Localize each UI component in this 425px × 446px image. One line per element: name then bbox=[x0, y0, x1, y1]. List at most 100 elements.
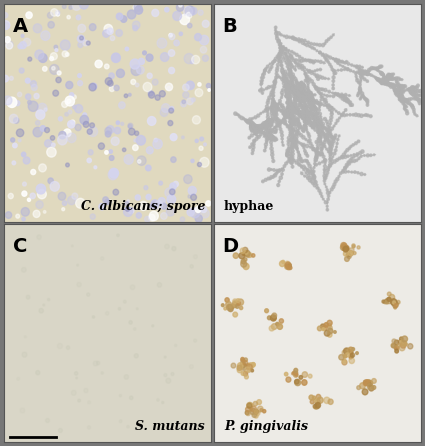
Circle shape bbox=[22, 268, 26, 272]
Circle shape bbox=[356, 71, 358, 73]
Circle shape bbox=[280, 46, 283, 49]
Circle shape bbox=[315, 159, 317, 161]
Circle shape bbox=[414, 113, 416, 115]
Circle shape bbox=[95, 60, 102, 68]
Circle shape bbox=[348, 162, 351, 165]
Circle shape bbox=[326, 137, 329, 140]
Circle shape bbox=[31, 169, 36, 175]
Circle shape bbox=[326, 123, 329, 126]
Circle shape bbox=[267, 99, 269, 102]
Circle shape bbox=[269, 134, 272, 137]
Circle shape bbox=[380, 81, 383, 84]
Circle shape bbox=[344, 67, 346, 69]
Circle shape bbox=[285, 62, 287, 64]
Circle shape bbox=[269, 134, 272, 137]
Circle shape bbox=[261, 82, 263, 84]
Circle shape bbox=[284, 86, 286, 88]
Circle shape bbox=[248, 253, 252, 257]
Circle shape bbox=[236, 113, 238, 116]
Circle shape bbox=[342, 95, 344, 97]
Circle shape bbox=[295, 93, 297, 96]
Circle shape bbox=[322, 144, 325, 147]
Circle shape bbox=[306, 60, 308, 62]
Circle shape bbox=[292, 103, 294, 105]
Circle shape bbox=[290, 109, 293, 112]
Circle shape bbox=[272, 176, 274, 178]
Circle shape bbox=[167, 195, 176, 204]
Circle shape bbox=[346, 97, 348, 99]
Circle shape bbox=[167, 87, 170, 91]
Circle shape bbox=[267, 119, 269, 121]
Circle shape bbox=[319, 51, 321, 54]
Circle shape bbox=[301, 91, 303, 93]
Circle shape bbox=[319, 153, 321, 156]
Circle shape bbox=[312, 98, 314, 100]
Circle shape bbox=[250, 134, 253, 137]
Circle shape bbox=[280, 105, 283, 107]
Circle shape bbox=[398, 90, 400, 92]
Circle shape bbox=[289, 125, 291, 127]
Circle shape bbox=[290, 159, 292, 161]
Circle shape bbox=[316, 394, 321, 399]
Circle shape bbox=[62, 208, 65, 211]
Circle shape bbox=[144, 186, 148, 190]
Circle shape bbox=[323, 104, 325, 106]
Circle shape bbox=[71, 120, 75, 124]
Circle shape bbox=[398, 85, 400, 88]
Circle shape bbox=[124, 94, 128, 98]
Circle shape bbox=[279, 128, 282, 131]
Circle shape bbox=[332, 84, 334, 86]
Circle shape bbox=[282, 74, 285, 77]
Circle shape bbox=[300, 125, 303, 128]
Circle shape bbox=[317, 128, 319, 131]
Circle shape bbox=[297, 99, 299, 102]
Circle shape bbox=[252, 129, 255, 132]
Circle shape bbox=[274, 113, 277, 115]
Circle shape bbox=[174, 40, 179, 46]
Circle shape bbox=[101, 372, 103, 374]
Circle shape bbox=[200, 46, 207, 53]
Circle shape bbox=[166, 208, 174, 216]
Circle shape bbox=[48, 21, 54, 28]
Circle shape bbox=[395, 349, 399, 353]
Circle shape bbox=[333, 72, 335, 74]
Circle shape bbox=[359, 98, 362, 100]
Circle shape bbox=[300, 92, 303, 95]
Circle shape bbox=[176, 4, 184, 11]
Circle shape bbox=[242, 252, 246, 256]
Circle shape bbox=[397, 83, 399, 86]
Circle shape bbox=[257, 114, 260, 117]
Circle shape bbox=[298, 112, 300, 115]
Circle shape bbox=[402, 100, 405, 103]
Circle shape bbox=[268, 131, 271, 134]
Circle shape bbox=[186, 81, 194, 90]
Circle shape bbox=[249, 122, 251, 124]
Circle shape bbox=[288, 85, 290, 87]
Circle shape bbox=[265, 127, 268, 129]
Circle shape bbox=[303, 105, 305, 107]
Circle shape bbox=[399, 93, 402, 95]
Circle shape bbox=[72, 193, 78, 199]
Circle shape bbox=[56, 77, 61, 83]
Circle shape bbox=[268, 123, 270, 125]
Circle shape bbox=[26, 78, 30, 83]
Circle shape bbox=[283, 35, 285, 37]
Circle shape bbox=[280, 121, 283, 123]
Circle shape bbox=[413, 86, 415, 89]
Circle shape bbox=[317, 118, 319, 120]
Circle shape bbox=[283, 59, 286, 62]
Circle shape bbox=[295, 145, 297, 149]
Circle shape bbox=[286, 84, 288, 87]
Circle shape bbox=[380, 65, 383, 68]
Circle shape bbox=[303, 101, 305, 103]
Circle shape bbox=[412, 89, 414, 91]
Circle shape bbox=[403, 100, 406, 103]
Circle shape bbox=[305, 106, 307, 108]
Circle shape bbox=[320, 129, 322, 131]
Circle shape bbox=[316, 69, 318, 71]
Circle shape bbox=[312, 116, 315, 119]
Circle shape bbox=[330, 148, 333, 151]
Circle shape bbox=[287, 161, 289, 163]
Circle shape bbox=[303, 84, 306, 87]
Circle shape bbox=[312, 174, 315, 178]
